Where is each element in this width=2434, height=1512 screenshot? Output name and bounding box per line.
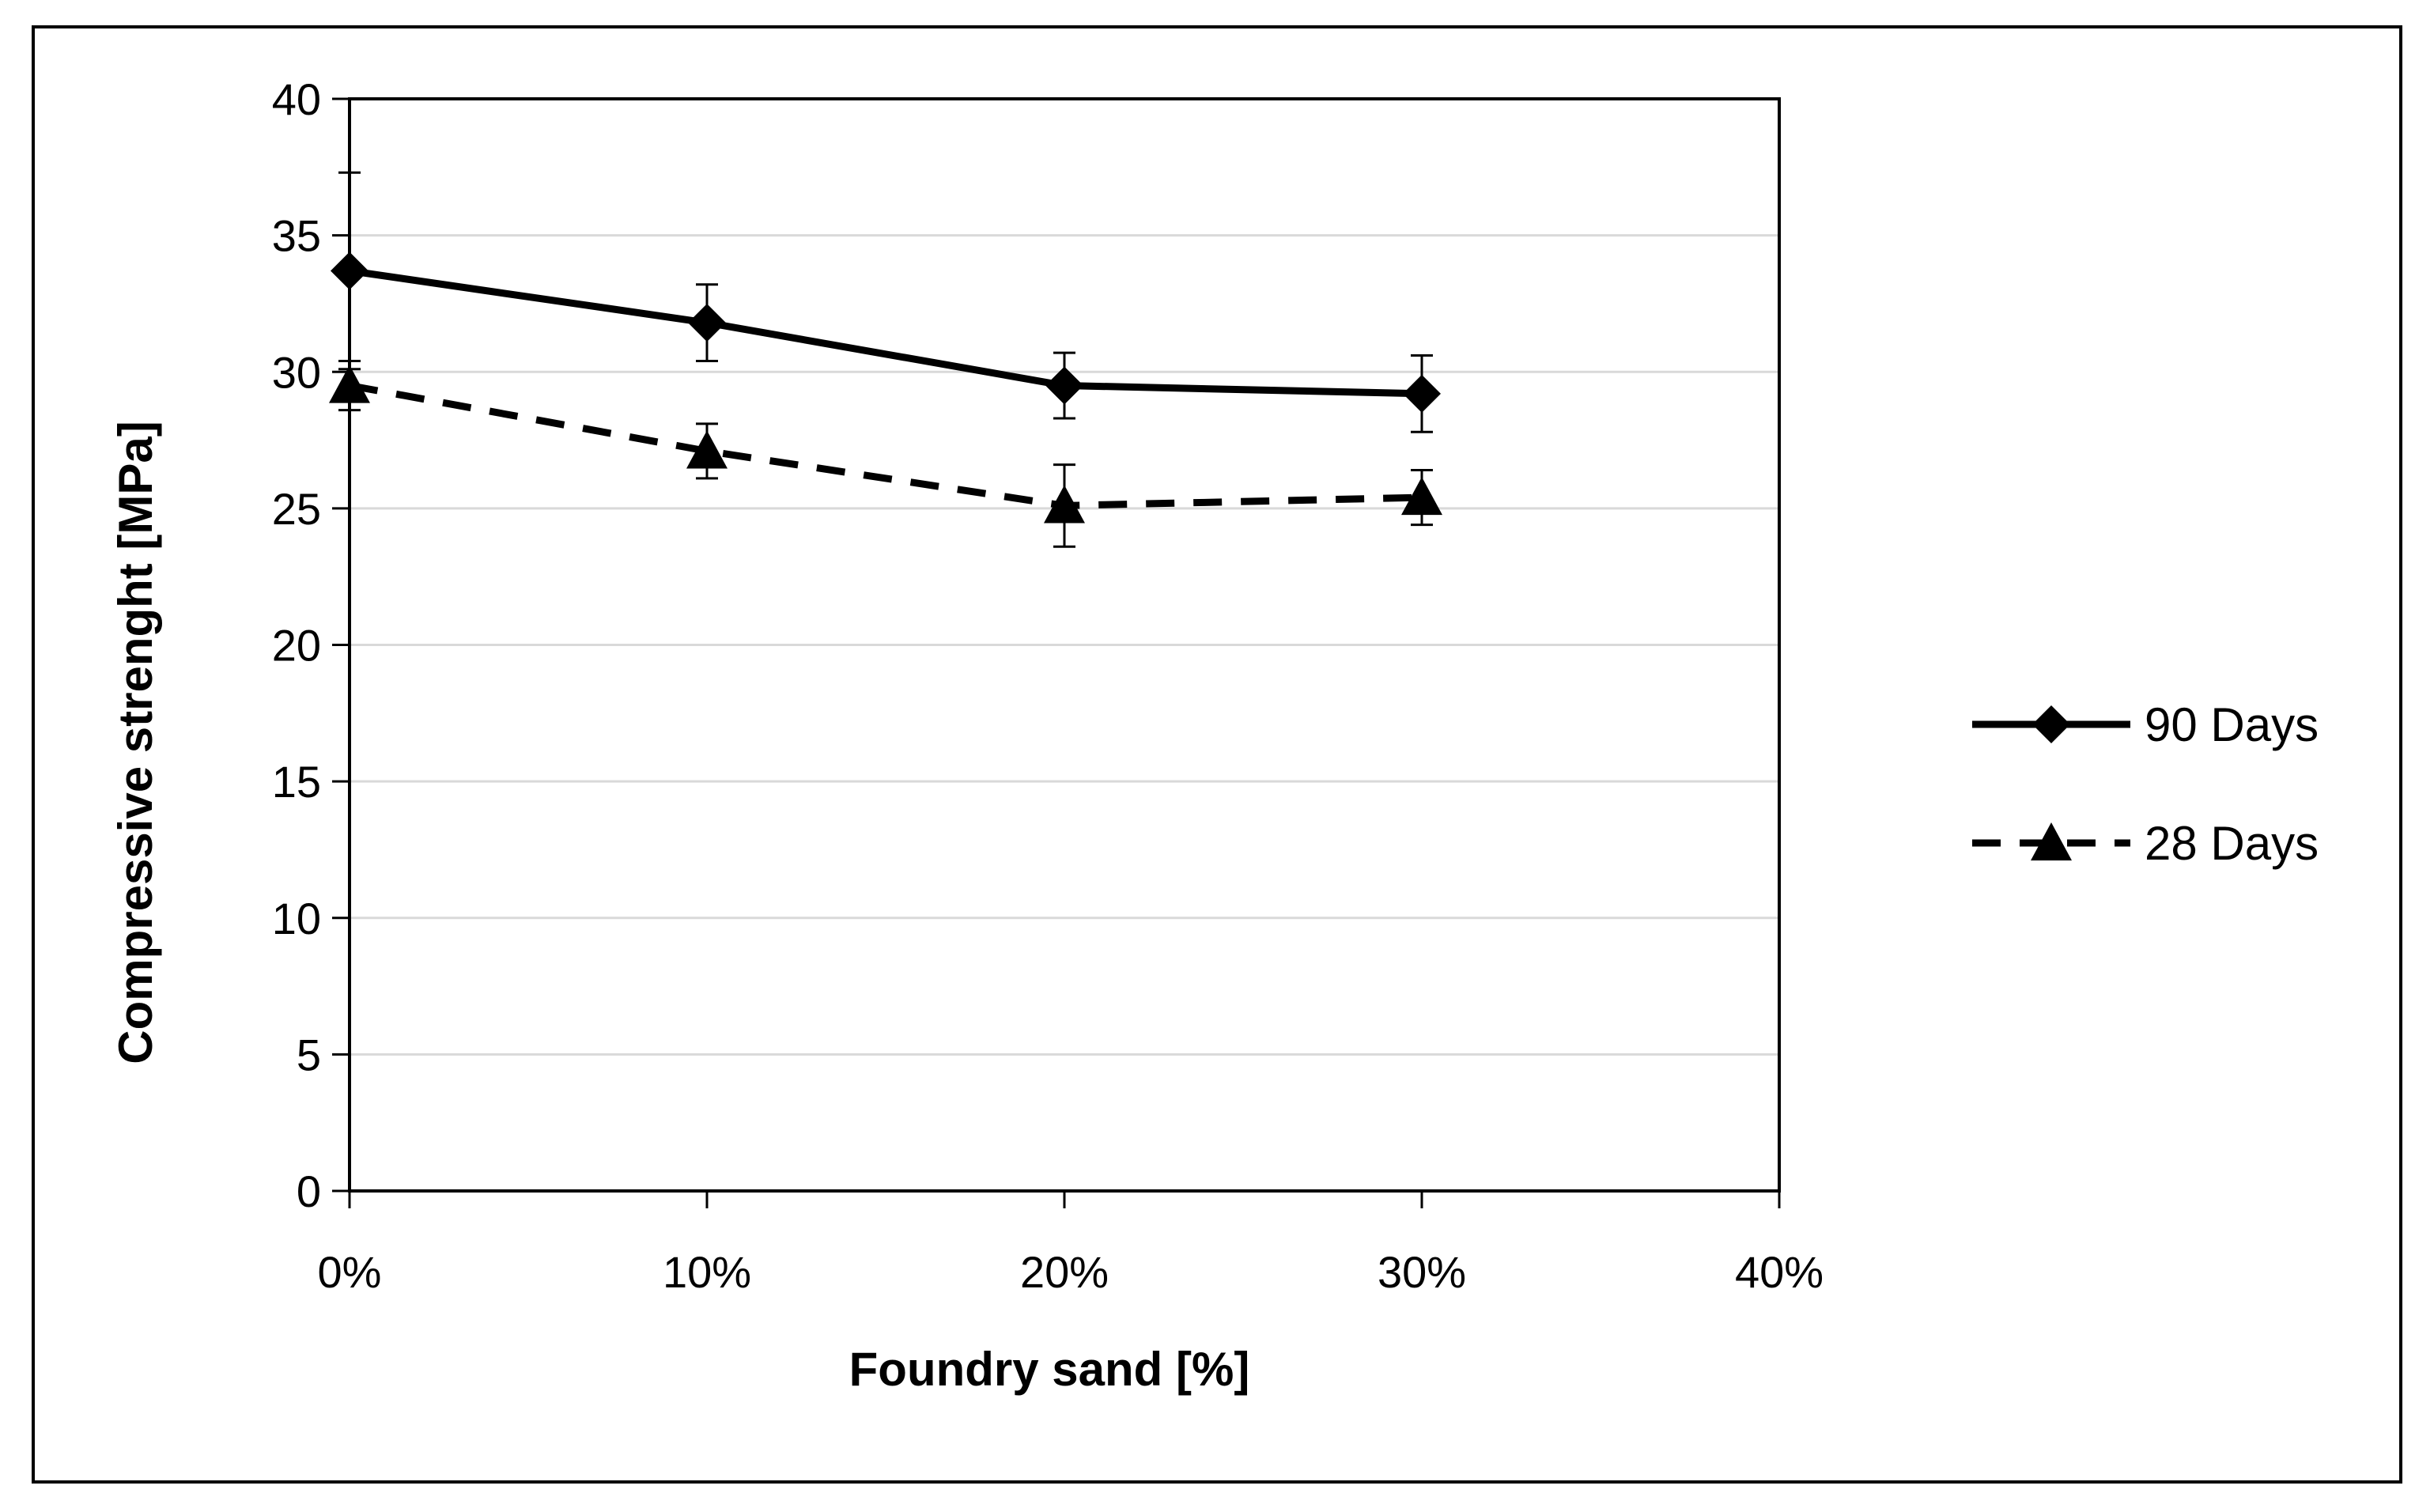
y-tick-label: 40 (272, 74, 321, 124)
x-axis-title: Foundry sand [%] (849, 1343, 1250, 1396)
data-point (1044, 485, 1085, 524)
y-axis-title: Compressive strenght [MPa] (109, 421, 162, 1064)
chart-svg: 0 5 10 15 20 25 30 35 40 0% 10% 20% 30% 40% 90 Days 28… (109, 74, 2319, 1396)
legend-label: 28 Days (2145, 817, 2319, 870)
data-point (1401, 477, 1442, 516)
legend-marker (2031, 822, 2072, 861)
x-tick-label: 30% (1378, 1247, 1466, 1297)
legend-label: 90 Days (2145, 698, 2319, 751)
data-point (1403, 374, 1441, 413)
data-point (688, 304, 726, 342)
y-tick-label: 30 (272, 347, 321, 397)
x-tick-label: 0% (318, 1247, 382, 1297)
data-point (1045, 366, 1083, 405)
x-tick-label: 10% (663, 1247, 751, 1297)
data-point (329, 365, 370, 403)
y-tick-label: 35 (272, 211, 321, 261)
y-tick-label: 20 (272, 621, 321, 671)
series-1 (329, 359, 1442, 548)
chart-frame: 0 5 10 15 20 25 30 35 40 0% 10% 20% 30% 40% 90 Days 28… (32, 25, 2402, 1484)
legend-marker (2032, 705, 2070, 743)
x-tick-label: 20% (1020, 1247, 1109, 1297)
y-tick-label: 0 (297, 1166, 321, 1216)
y-tick-label: 25 (272, 484, 321, 534)
data-point (686, 430, 728, 469)
series-line (349, 267, 1423, 398)
y-tick-label: 5 (297, 1030, 321, 1079)
y-tick-label: 15 (272, 757, 321, 807)
plot-area-border (348, 97, 1781, 1193)
series-line (349, 382, 1423, 509)
y-tick-label: 10 (272, 894, 321, 943)
grid-lines (350, 97, 1779, 1056)
series-layer (329, 171, 1442, 548)
series-0 (331, 171, 1441, 433)
x-tick-label: 40% (1735, 1247, 1824, 1297)
data-point (331, 251, 369, 290)
legend: 90 Days 28 Days (1972, 698, 2319, 870)
axes: 0 5 10 15 20 25 30 35 40 0% 10% 20% 30% 40% (272, 74, 1824, 1297)
